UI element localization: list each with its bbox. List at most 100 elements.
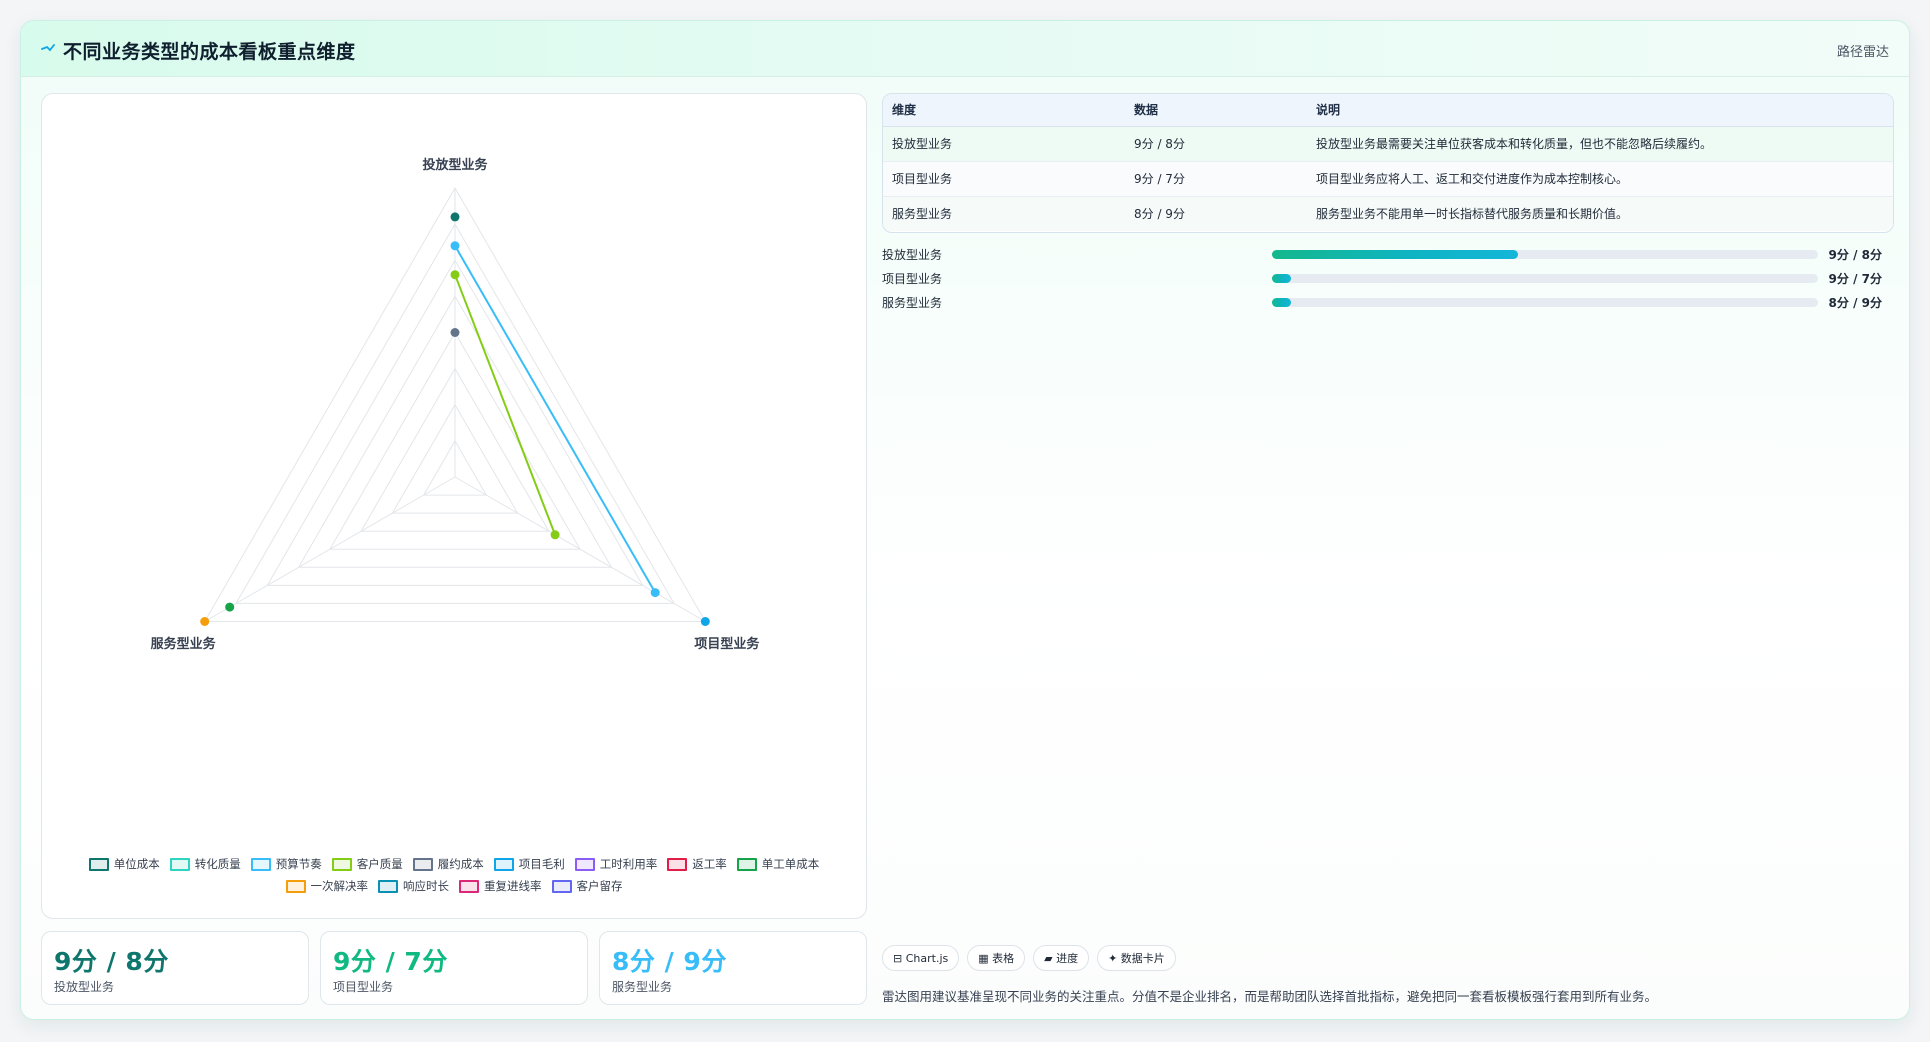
table-header-cell: 数据 [1125,94,1307,127]
legend-label: 转化质量 [194,857,241,871]
progress-fill [1272,250,1518,259]
data-point [650,588,660,598]
legend-item[interactable]: 履约成本 [412,856,484,872]
chart-legend: 单位成本 转化质量 预算节奏 客户质量 履约成本 项目毛利 工时利用率 返工率 单工单成本一次解… [72,856,836,894]
tag-progress[interactable]: ▰ 进度 [1033,945,1090,971]
legend-item[interactable]: 客户质量 [331,856,403,872]
table-header-row: 维度 数据 说明 [883,94,1893,127]
progress-track [1272,250,1818,259]
progress-value: 8分 / 9分 [1828,296,1882,310]
stat-label: 项目型业务 [333,980,394,994]
legend-label: 单位成本 [113,857,160,871]
legend-label: 返工率 [692,857,727,871]
grid-ring [235,223,675,604]
grid-ring [422,439,488,496]
legend-label: 项目毛利 [518,857,565,871]
legend-item[interactable]: 单位成本 [88,856,160,872]
legend-item[interactable]: 转化质量 [169,856,241,872]
progress-value: 9分 / 8分 [1828,248,1882,262]
legend-item[interactable]: 客户留存 [551,878,623,894]
legend-swatch [412,857,433,871]
table-header-cell: 说明 [1307,94,1893,127]
stat-value: 8分 / 9分 [612,947,727,976]
legend-swatch [285,879,306,893]
legend-item[interactable]: 重复进线率 [459,878,542,894]
legend-item[interactable]: 项目毛利 [493,856,565,872]
progress-track [1272,298,1818,307]
progress-track [1272,274,1818,283]
grid-ring [203,187,707,622]
tag-chartjs[interactable]: ⊟ Chart.js [882,945,960,971]
tag-table[interactable]: ▦ 表格 [967,945,1026,971]
data-table: 维度 数据 说明 投放型业务 9分 / 8分 投放型业务最需要关注单位获客成本和… [882,93,1894,233]
dashboard-card: 不同业务类型的成本看板重点维度 路径雷达 投放型业务 项目型业务 服务型业务 单位成… [20,20,1910,1020]
legend-swatch [88,857,109,871]
card-header: 不同业务类型的成本看板重点维度 路径雷达 [21,21,1909,77]
legend-item[interactable]: 一次解决率 [285,878,368,894]
legend-label: 重复进线率 [484,879,542,893]
progress-value: 9分 / 7分 [1828,272,1882,286]
progress-row-project: 项目型业务 9分 / 7分 [882,269,1894,287]
grid-ring [391,403,519,514]
grid-ring [297,295,613,568]
stat-value: 9分 / 7分 [333,947,448,976]
grid-spoke [454,476,706,622]
grid-ring [360,367,550,532]
legend-swatch [551,879,572,893]
progress-label: 服务型业务 [882,296,943,310]
data-point [200,617,210,626]
legend-label: 客户质量 [356,857,403,871]
legend-swatch [667,857,688,871]
table-cell: 项目型业务应将人工、返工和交付进度作为成本控制核心。 [1307,161,1893,197]
legend-label: 响应时长 [403,879,449,893]
stat-value: 9分 / 8分 [54,947,169,976]
tag-data-card[interactable]: ✦ 数据卡片 [1097,945,1176,971]
progress-fill [1272,274,1292,283]
axis-label: 项目型业务 [694,636,760,652]
page-title: 不同业务类型的成本看板重点维度 [63,41,356,63]
chart-note: 雷达图用建议基准呈现不同业务的关注重点。分值不是企业排名，而是帮助团队选择首批指… [882,989,1658,1004]
legend-swatch [331,857,352,871]
stat-card-ad: 9分 / 8分 投放型业务 [41,931,309,1005]
legend-item[interactable]: 预算节奏 [250,856,322,872]
table-cell: 8分 / 9分 [1134,207,1185,222]
legend-item[interactable]: 返工率 [667,856,727,872]
legend-label: 工时利用率 [599,857,658,871]
legend-swatch [459,879,479,893]
data-point [450,328,460,337]
legend-item[interactable]: 单工单成本 [736,856,820,872]
table-row: 服务型业务 8分 / 9分 服务型业务不能用单一时长指标替代服务质量和长期价值。 [883,196,1893,231]
table-cell: 投放型业务 [883,126,1125,162]
table-cell: 服务型业务 [892,207,953,222]
progress-fill [1272,298,1292,307]
radar-chart-panel: 投放型业务 项目型业务 服务型业务 单位成本 转化质量 预算节奏 客户质量 履约成本 项目毛利… [41,93,867,919]
series-line [454,274,557,536]
legend-swatch [169,857,190,871]
legend-swatch [378,879,398,893]
stat-label: 服务型业务 [612,980,673,994]
legend-swatch [493,857,514,871]
series-line [454,245,657,594]
legend-swatch [736,857,757,871]
stat-label: 投放型业务 [54,980,115,994]
legend-swatch [250,857,271,871]
data-point [450,241,460,251]
table-row: 投放型业务 9分 / 8分 投放型业务最需要关注单位获客成本和转化质量，但也不能… [883,126,1893,162]
legend-item[interactable]: 响应时长 [378,878,449,894]
axis-label: 投放型业务 [422,157,488,173]
data-point [550,530,560,540]
legend-label: 履约成本 [437,857,484,871]
progress-row-ad: 投放型业务 9分 / 8分 [882,245,1894,263]
grid-ring [329,331,581,550]
data-point [450,212,460,222]
table-cell: 投放型业务最需要关注单位获客成本和转化质量，但也不能忽略后续履约。 [1307,126,1893,162]
legend-label: 单工单成本 [761,857,820,871]
grid-spoke [204,476,456,622]
progress-label: 投放型业务 [882,248,943,262]
table-cell: 9分 / 8分 [1125,126,1307,162]
legend-item[interactable]: 工时利用率 [574,856,658,872]
legend-label: 预算节奏 [275,857,322,871]
data-point [700,617,710,626]
chart-type-label: 路径雷达 [1836,45,1889,60]
